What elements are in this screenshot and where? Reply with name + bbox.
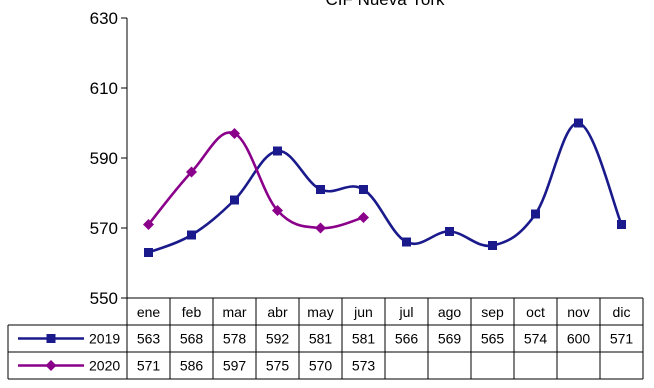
series-2020-value: 570 (309, 358, 333, 374)
y-tick-label: 570 (90, 219, 118, 238)
series-2020-marker (272, 205, 283, 216)
series-2019-marker (402, 237, 411, 247)
series-2019-legend-label: 2019 (89, 331, 120, 347)
series-2020-value: 575 (266, 358, 290, 374)
series-2019-value: 574 (524, 331, 548, 347)
y-tick-label: 630 (90, 9, 118, 28)
series-2019-marker (273, 146, 282, 156)
series-2019-marker (144, 248, 153, 257)
x-tick-label: mar (222, 304, 246, 320)
series-2019-marker (488, 241, 497, 250)
series-2020-marker (229, 128, 240, 139)
series-2019-marker (230, 195, 239, 205)
x-tick-label: ago (438, 304, 462, 320)
x-tick-label: oct (526, 304, 545, 320)
series-lines (147, 121, 623, 254)
series-2019-value: 569 (438, 331, 462, 347)
x-tick-label: nov (567, 304, 590, 320)
series-2020-marker (315, 222, 326, 234)
y-tick-label: 550 (90, 289, 118, 308)
series-2020-line (147, 131, 365, 230)
series-2019-value: 581 (352, 331, 376, 347)
x-tick-label: may (307, 304, 333, 320)
series-2019-value: 600 (567, 331, 591, 347)
x-tick-label: dic (613, 304, 631, 320)
series-2019-value: 592 (266, 331, 290, 347)
x-tick-label: ene (137, 304, 161, 320)
series-2020-marker (358, 212, 369, 223)
series-2019-value: 563 (137, 331, 161, 347)
x-tick-label: abr (267, 304, 288, 320)
x-tick-label: jun (353, 304, 373, 320)
series-2019-line (147, 121, 623, 254)
data-table: ene feb mar abr may jun jul ago sep oct nov dic 2019… (7, 297, 644, 380)
x-tick-label: feb (182, 304, 202, 320)
series-2019-marker (531, 209, 540, 219)
series-2019-value: 571 (610, 331, 634, 347)
series-2020-value: 586 (180, 358, 204, 374)
series-2019-marker (617, 220, 626, 229)
series-2019-value: 581 (309, 331, 333, 347)
series-2020-marker (143, 219, 154, 230)
series-2019-value: 566 (395, 331, 419, 347)
series-2019-marker (445, 227, 454, 236)
y-axis-ticks: 550 570 590 610 630 (90, 9, 127, 308)
series-2019-marker (316, 185, 325, 194)
series-2020-value: 571 (137, 358, 161, 374)
series-2020-value: 573 (352, 358, 376, 374)
x-tick-label: jul (398, 304, 413, 320)
series-markers (143, 118, 626, 257)
series-2019-marker (187, 230, 196, 240)
series-2020-legend-label: 2020 (89, 358, 120, 374)
series-2019-value: 568 (180, 331, 204, 347)
x-tick-label: sep (481, 304, 504, 320)
y-tick-label: 590 (90, 149, 118, 168)
series-2019-value: 578 (223, 331, 247, 347)
series-2019-value: 565 (481, 331, 505, 347)
series-2020-marker (186, 166, 197, 178)
series-2019-marker (574, 118, 583, 128)
y-tick-label: 610 (90, 79, 118, 98)
series-2020-legend-marker (45, 360, 57, 371)
chart-title: CIF Nueva York (325, 0, 445, 9)
series-2020-value: 597 (223, 358, 247, 374)
series-2019-marker (359, 185, 368, 194)
series-2019-legend-marker (46, 334, 56, 343)
